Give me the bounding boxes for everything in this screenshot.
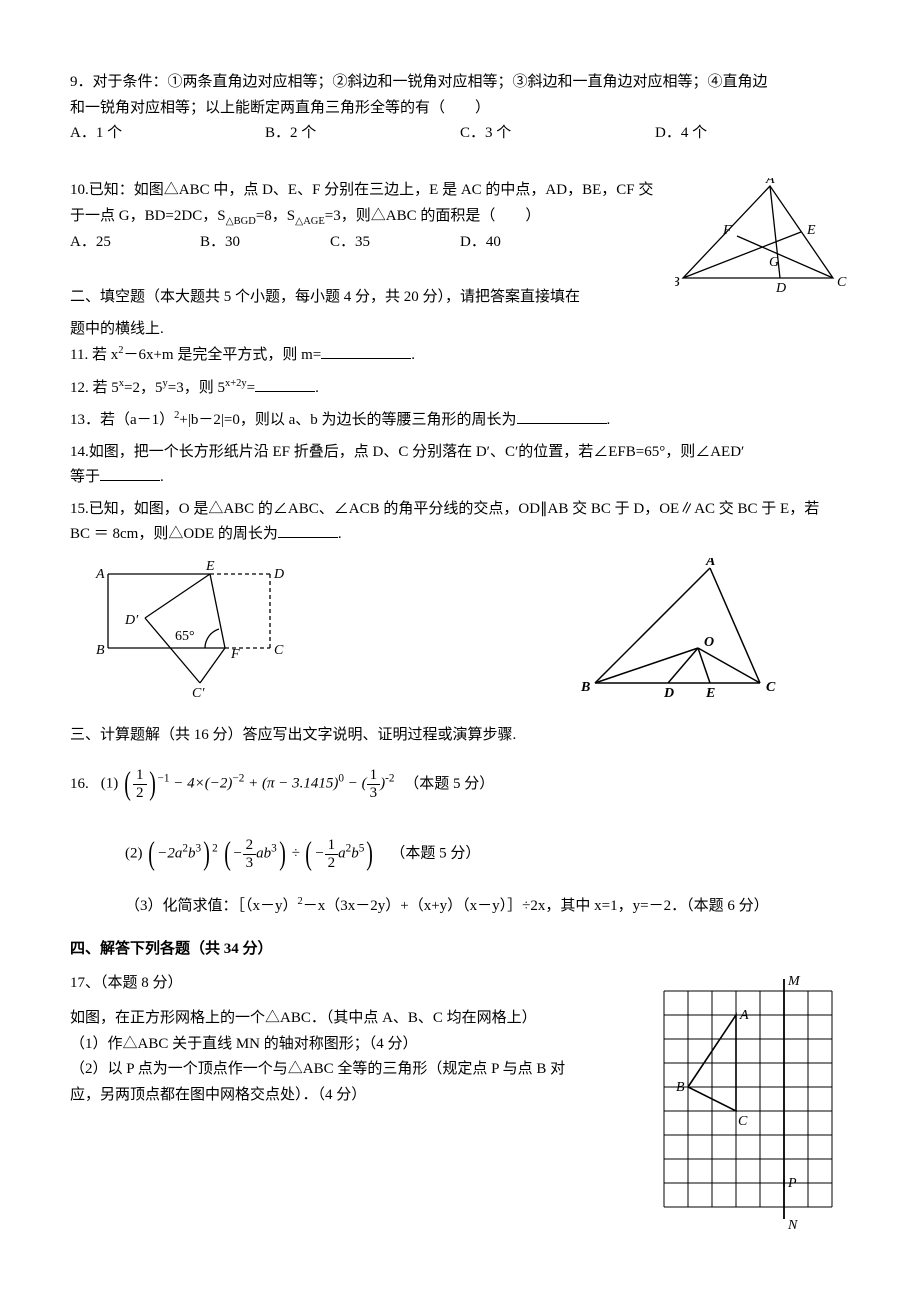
- svg-text:M: M: [787, 974, 801, 989]
- q10-options: A．25 B．30 C．35 D．40: [70, 230, 590, 256]
- svg-text:C: C: [738, 1114, 748, 1129]
- svg-text:B: B: [580, 680, 590, 695]
- fig14-svg: A E D B F C D′ C′ 65°: [90, 558, 300, 698]
- svg-text:O: O: [704, 635, 714, 650]
- q10-triangle-svg: A B C D E F G: [675, 178, 850, 298]
- q17: MNABCP 17、（本题 8 分） 如图，在正方形网格上的一个△ABC．（其中…: [70, 971, 850, 1231]
- q11: 11. 若 x2－6x+m 是完全平方式，则 m=.: [70, 342, 850, 369]
- q10-opt-b: B．30: [200, 230, 330, 256]
- svg-text:C: C: [766, 680, 776, 695]
- svg-text:C′: C′: [192, 686, 205, 698]
- q9-options: A．1 个 B．2 个 C．3 个 D．4 个: [70, 121, 850, 147]
- q10-opt-a: A．25: [70, 230, 200, 256]
- section2-tail: 题中的横线上.: [70, 317, 850, 343]
- svg-text:65°: 65°: [175, 629, 195, 644]
- svg-text:E: E: [806, 223, 816, 238]
- q9-opt-d: D．4 个: [655, 121, 850, 147]
- q12: 12. 若 5x=2，5y=3，则 5x+2y=.: [70, 375, 850, 402]
- q17-grid-figure: M N A B C P: [650, 971, 850, 1231]
- q16: 16. (1) (12)−1 − 4×(−2)−2 + (π − 3.1415)…: [70, 756, 850, 919]
- q15-blank: [278, 522, 338, 538]
- svg-text:B: B: [676, 1080, 685, 1095]
- q9-stem-l2: 和一锐角对应相等；以上能断定两直角三角形全等的有（ ）: [70, 96, 850, 122]
- q15: 15.已知，如图，O 是△ABC 的∠ABC、∠ACB 的角平分线的交点，OD∥…: [70, 497, 850, 548]
- fig-row-14-15: A E D B F C D′ C′ 65° A B C O D E: [70, 558, 850, 703]
- q9-opt-c: C．3 个: [460, 121, 655, 147]
- svg-text:D: D: [273, 567, 284, 582]
- svg-text:B: B: [96, 643, 105, 658]
- fig15-svg: A B C O D E: [580, 558, 790, 703]
- svg-text:A: A: [95, 567, 105, 582]
- svg-text:D: D: [775, 281, 786, 296]
- q16-part3: （3）化简求值：［（x－y）2－x（3x－2y）+（x+y）（x－y）］÷2x，…: [125, 893, 850, 920]
- section4-heading: 四、解答下列各题（共 34 分）: [70, 937, 850, 963]
- svg-text:G: G: [769, 255, 779, 270]
- q9: 9．对于条件：①两条直角边对应相等；②斜边和一锐角对应相等；③斜边和一直角边对应…: [70, 70, 850, 147]
- q9-stem-l1: 9．对于条件：①两条直角边对应相等；②斜边和一锐角对应相等；③斜边和一直角边对应…: [70, 70, 850, 96]
- q17-grid-svg: M N A B C P: [650, 971, 850, 1231]
- q10: ABCDEFG 10.已知：如图△ABC 中，点 D、E、F 分别在三边上，E …: [70, 178, 850, 311]
- svg-text:A: A: [705, 558, 715, 569]
- q16-part2: (2) (−2a2b3)2 (−23ab3) ÷ (−12a2b5) （本题 5…: [125, 826, 850, 882]
- svg-text:P: P: [787, 1176, 797, 1191]
- q10-figure: A B C D E F G: [675, 178, 850, 298]
- svg-text:C: C: [837, 275, 847, 290]
- svg-text:B: B: [675, 275, 680, 290]
- section3-heading: 三、计算题解（共 16 分）答应写出文字说明、证明过程或演算步骤.: [70, 723, 850, 749]
- svg-text:A: A: [765, 178, 775, 187]
- svg-text:D: D: [663, 686, 674, 701]
- q12-blank: [255, 376, 315, 392]
- svg-text:A: A: [739, 1008, 749, 1023]
- q13-blank: [517, 408, 607, 424]
- q10-opt-d: D．40: [460, 230, 590, 256]
- svg-text:F: F: [722, 223, 732, 238]
- svg-text:F: F: [230, 647, 240, 662]
- svg-text:E: E: [205, 559, 215, 574]
- svg-text:N: N: [787, 1218, 798, 1231]
- svg-text:D′: D′: [124, 613, 139, 628]
- q9-opt-b: B．2 个: [265, 121, 460, 147]
- q16-part1: (1) (12)−1 − 4×(−2)−2 + (π − 3.1415)0 − …: [101, 756, 494, 812]
- q10-opt-c: C．35: [330, 230, 460, 256]
- q13: 13．若（a－1）2+|b－2|=0，则以 a、b 为边长的等腰三角形的周长为.: [70, 407, 850, 434]
- q11-blank: [321, 343, 411, 359]
- svg-text:C: C: [274, 643, 284, 658]
- q14: 14.如图，把一个长方形纸片沿 EF 折叠后，点 D、C 分别落在 D′、C′的…: [70, 440, 850, 491]
- svg-text:E: E: [705, 686, 715, 701]
- q9-opt-a: A．1 个: [70, 121, 265, 147]
- q14-blank: [100, 465, 160, 481]
